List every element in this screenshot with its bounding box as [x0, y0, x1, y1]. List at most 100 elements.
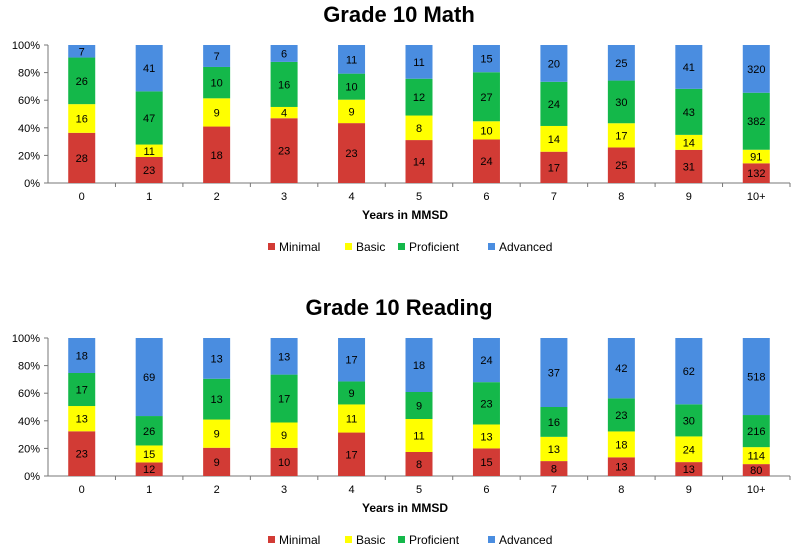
x-tick-label: 6	[483, 484, 489, 496]
bar-segment-basic	[203, 419, 231, 448]
data-label: 91	[750, 152, 762, 164]
x-tick-label: 4	[348, 484, 354, 496]
bar-segment-minimal	[68, 431, 96, 476]
data-label: 9	[214, 429, 220, 441]
bar-segment-advanced	[405, 338, 433, 392]
data-label: 30	[615, 97, 627, 109]
bar-segment-basic	[338, 404, 366, 433]
data-label: 7	[79, 46, 85, 58]
bar-segment-advanced	[742, 45, 770, 93]
data-label: 14	[413, 157, 425, 169]
bar-segment-proficient	[203, 66, 231, 99]
data-label: 17	[345, 355, 357, 367]
bar-segment-basic	[338, 99, 366, 124]
bar-segment-advanced	[405, 45, 433, 79]
data-label: 62	[683, 366, 695, 378]
bar-segment-basic	[472, 121, 500, 140]
x-tick-label: 0	[79, 191, 85, 203]
x-tick-label: 5	[416, 484, 422, 496]
y-tick-label: 20%	[18, 443, 40, 455]
bar-segment-advanced	[338, 338, 366, 382]
data-label: 13	[548, 444, 560, 456]
x-tick-label: 5	[416, 191, 422, 203]
data-label: 23	[278, 146, 290, 158]
y-tick-label: 20%	[18, 150, 40, 162]
bar-segment-proficient	[675, 88, 703, 135]
data-label: 8	[416, 459, 422, 471]
bar-segment-minimal	[135, 462, 163, 476]
legend-swatch-advanced	[488, 243, 495, 250]
bar-segment-minimal	[203, 447, 231, 476]
bar-segment-minimal	[405, 452, 433, 476]
data-label: 9	[281, 430, 287, 442]
data-label: 47	[143, 113, 155, 125]
x-tick-label: 9	[686, 191, 692, 203]
data-label: 13	[76, 414, 88, 426]
data-label: 9	[214, 457, 220, 469]
legend-swatch-proficient	[398, 243, 405, 250]
bar-segment-advanced	[270, 45, 298, 62]
bar-segment-minimal	[540, 151, 568, 183]
bar-segment-basic	[68, 406, 96, 432]
bar-segment-advanced	[607, 338, 635, 399]
bar-segment-basic	[540, 436, 568, 462]
legend-swatch-proficient	[398, 536, 405, 543]
legend-swatch-minimal	[268, 243, 275, 250]
data-label: 26	[143, 426, 155, 438]
bar-segment-minimal	[203, 126, 231, 183]
x-tick-label: 9	[686, 484, 692, 496]
chart-title: Grade 10 Math	[323, 2, 475, 27]
bar-segment-advanced	[675, 45, 703, 89]
data-label: 11	[346, 54, 357, 66]
data-label: 17	[76, 385, 88, 397]
y-tick-label: 40%	[18, 416, 40, 428]
bar-segment-minimal	[405, 140, 433, 183]
bar-segment-basic	[675, 134, 703, 150]
bar-segment-proficient	[135, 416, 163, 446]
x-tick-label: 3	[281, 191, 287, 203]
data-label: 15	[480, 54, 492, 66]
bar-segment-proficient	[135, 91, 163, 145]
data-label: 23	[345, 148, 357, 160]
bar-segment-advanced	[68, 338, 96, 373]
bar-segment-advanced	[607, 45, 635, 81]
bar-segment-basic	[540, 125, 568, 152]
data-label: 10	[345, 82, 357, 94]
bar-segment-proficient	[472, 382, 500, 425]
bar-segment-advanced	[338, 45, 366, 74]
legend-label: Minimal	[279, 240, 320, 254]
data-label: 9	[348, 388, 354, 400]
data-label: 10	[278, 457, 290, 469]
bar-segment-proficient	[203, 378, 231, 420]
data-label: 13	[480, 431, 492, 443]
math-chart-plot: 0%20%40%60%80%100%2816267023114741118910…	[12, 40, 791, 254]
reading-chart: Grade 10 Reading 0% 20% 40% 60% 80% 100% 23 13 1…	[0, 293, 798, 557]
bar-segment-minimal	[338, 123, 366, 183]
bar-segment-minimal	[472, 139, 500, 183]
bar-segment-basic	[135, 445, 163, 463]
bar-segment-minimal	[675, 149, 703, 183]
data-label: 26	[76, 76, 88, 88]
x-tick-label: 7	[551, 484, 557, 496]
bar-segment-minimal	[742, 464, 770, 476]
bar-segment-proficient	[270, 61, 298, 107]
reading-chart-plot: 0%20%40%60%80%100%2313171801215266919913…	[12, 333, 791, 547]
y-tick-label: 60%	[18, 388, 40, 400]
bar-segment-proficient	[338, 73, 366, 100]
x-axis-title: Years in MMSD	[362, 208, 448, 222]
legend-label: Minimal	[279, 533, 320, 547]
bar-segment-minimal	[540, 461, 568, 476]
data-label: 18	[211, 150, 223, 162]
y-tick-label: 40%	[18, 123, 40, 135]
data-label: 80	[750, 465, 762, 477]
data-label: 28	[76, 153, 88, 165]
data-label: 11	[413, 431, 424, 443]
bar-segment-proficient	[540, 81, 568, 126]
data-label: 37	[548, 368, 560, 380]
math-chart: Grade 10 Math 0% 20% 40% 60% 80% 100% 28 16 26 7 0…	[0, 0, 798, 270]
bar-segment-minimal	[68, 132, 96, 183]
data-label: 132	[747, 168, 765, 180]
bar-segment-advanced	[203, 338, 231, 379]
data-label: 320	[747, 64, 765, 76]
data-label: 18	[76, 350, 88, 362]
